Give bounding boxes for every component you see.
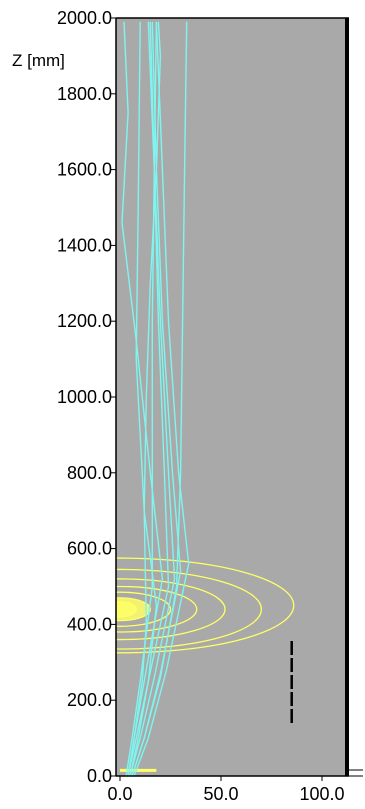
trajectory-layer [121,21,190,776]
y-tick-label: 600.0 [67,539,112,559]
contour-layer [116,557,295,772]
y-tick-label: 1600.0 [57,160,112,180]
x-tick-label: 0.0 [107,784,132,804]
contour-7 [116,557,295,654]
y-axis-title: Z [mm] [12,51,65,70]
y-tick-label: 800.0 [67,463,112,483]
y-tick-label: 1400.0 [57,235,112,255]
contour-4 [116,585,198,633]
trajectory-8 [129,21,158,776]
contour-6 [116,568,263,650]
y-axis: 0.0 200.0 400.0 600.0 800.0 1000.0 1200.0 1400.… [57,8,116,786]
x-tick-label: 50.0 [203,784,238,804]
trajectory-5 [125,21,158,776]
trajectory-4 [133,21,190,776]
contour-2 [116,597,151,622]
x-tick-label: 100.0 [299,784,344,804]
contour-3 [116,591,172,627]
y-tick-label: 1800.0 [57,84,112,104]
trajectory-7 [131,21,188,776]
trajectory-9 [127,21,162,776]
x-axis: 0.0 50.0 100.0 [107,776,345,804]
y-tick-label: 200.0 [67,690,112,710]
y-tick-label: 400.0 [67,614,112,634]
y-tick-label: 0.0 [87,766,112,786]
y-tick-label: 2000.0 [57,8,112,28]
y-tick-label: 1000.0 [57,387,112,407]
contour-5 [116,578,226,641]
y-tick-label: 1200.0 [57,311,112,331]
